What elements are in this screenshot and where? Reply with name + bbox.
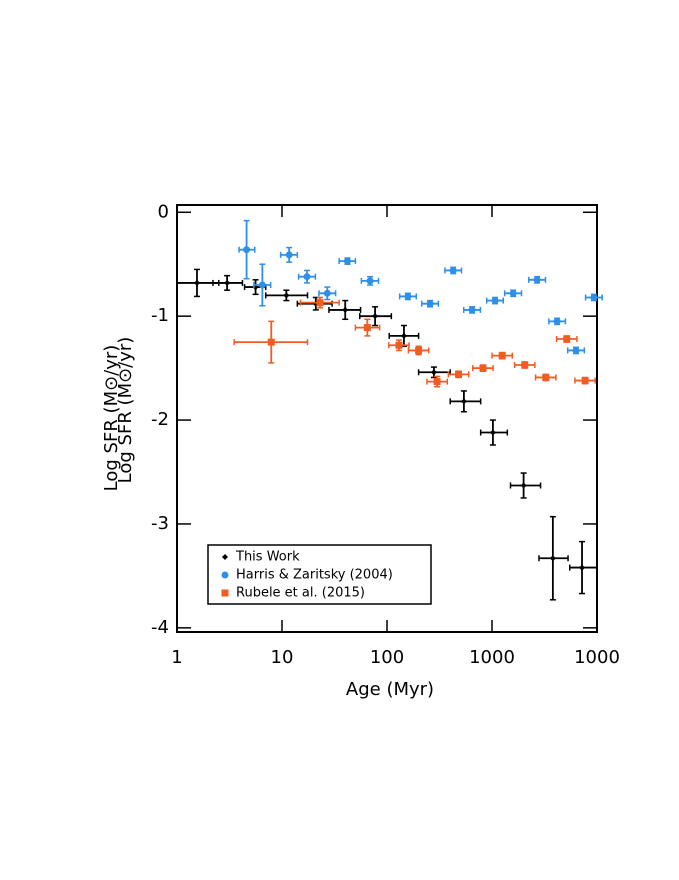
point — [303, 273, 311, 281]
x-tick-label: 1000 — [469, 647, 515, 668]
point — [372, 313, 379, 320]
point — [316, 299, 324, 307]
legend-marker — [222, 554, 228, 560]
point — [267, 338, 275, 346]
y-tick-label: -2 — [151, 409, 169, 430]
point — [468, 306, 476, 314]
x-tick-label: 1 — [171, 647, 182, 668]
point — [455, 370, 463, 378]
point — [395, 341, 403, 349]
x-axis-label: Age (Myr) — [346, 679, 434, 700]
point — [491, 297, 499, 305]
y-tick-label: -4 — [151, 617, 169, 638]
point — [498, 352, 506, 360]
point — [400, 332, 407, 339]
point — [460, 398, 467, 405]
legend-label: This Work — [235, 550, 300, 565]
point — [283, 292, 290, 299]
point — [520, 482, 527, 489]
point — [553, 317, 561, 325]
point — [258, 281, 266, 289]
point — [366, 277, 374, 285]
point — [415, 346, 423, 354]
point — [563, 335, 571, 343]
point — [489, 429, 496, 436]
point — [323, 289, 331, 297]
point — [449, 266, 457, 274]
legend-box — [207, 544, 432, 605]
point — [342, 306, 349, 313]
point — [581, 377, 589, 385]
point — [193, 279, 200, 286]
point — [590, 293, 598, 301]
x-tick-label: 1000 — [574, 647, 620, 668]
point — [243, 246, 251, 254]
point — [285, 251, 293, 259]
y-tick-label: -3 — [151, 513, 169, 534]
point — [579, 564, 586, 571]
y-axis-label: Log SFR (M⊙/yr) — [101, 345, 122, 492]
point — [404, 292, 412, 300]
x-tick-label: 100 — [370, 647, 404, 668]
point — [224, 279, 231, 286]
point — [533, 276, 541, 284]
legend-marker — [221, 571, 229, 579]
legend-marker — [221, 589, 229, 597]
legend-label: Rubele et al. (2015) — [236, 586, 365, 601]
point — [509, 289, 517, 297]
point — [426, 300, 434, 308]
point — [521, 361, 529, 369]
x-tick-label: 10 — [271, 647, 294, 668]
y-axis-label: Log SFR (M⊙/yr) — [115, 337, 136, 484]
y-tick-label: -1 — [151, 305, 169, 326]
legend-label: Harris & Zaritsky (2004) — [236, 568, 393, 583]
point — [363, 324, 371, 332]
point — [572, 346, 580, 354]
point — [479, 364, 487, 372]
point — [433, 378, 441, 386]
point — [542, 373, 550, 381]
y-tick-label: 0 — [158, 201, 169, 222]
point — [549, 555, 556, 562]
point — [430, 369, 437, 376]
point — [343, 257, 351, 265]
